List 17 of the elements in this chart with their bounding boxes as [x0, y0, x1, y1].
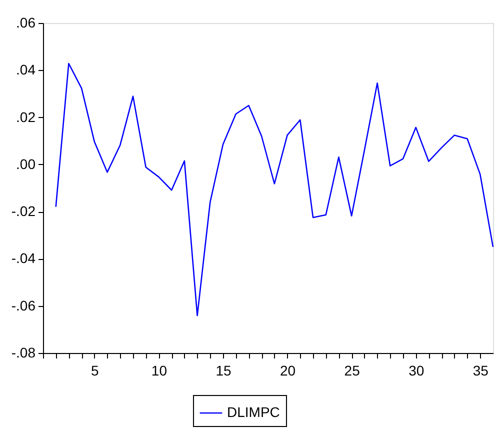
y-tick-label: -.02: [11, 203, 36, 220]
x-tick-label: 10: [151, 362, 168, 378]
y-tick-label: .04: [16, 62, 36, 78]
x-tick-label: 25: [344, 362, 360, 378]
y-tick-label: .00: [16, 156, 36, 172]
y-tick-label: -.06: [11, 297, 36, 314]
x-tick-label: 5: [91, 362, 100, 378]
y-tick-label: .02: [16, 108, 36, 125]
x-tick-label: 20: [280, 362, 296, 378]
line-series: [55, 62, 494, 316]
x-tick-label: 15: [216, 362, 232, 378]
y-tick-label: -.04: [11, 250, 36, 266]
x-tick-label: 30: [408, 362, 424, 378]
legend-label: DLIMPC: [227, 404, 280, 420]
y-tick-label: .06: [16, 14, 36, 30]
y-tick-label: -.08: [11, 344, 36, 360]
x-tick-label: 35: [472, 362, 489, 378]
